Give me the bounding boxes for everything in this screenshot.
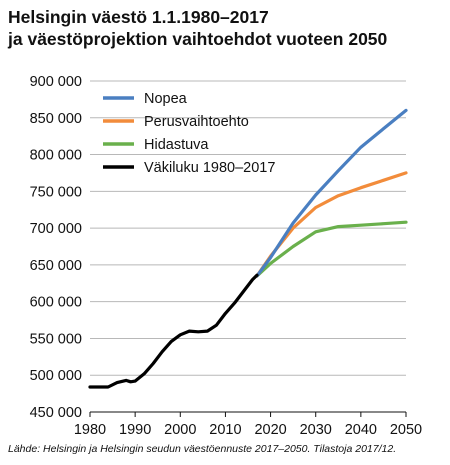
legend-label: Perusvaihtoehto — [144, 114, 249, 130]
y-tick-label: 700 000 — [30, 221, 82, 237]
legend-label: Nopea — [144, 91, 188, 107]
y-tick-label: 850 000 — [30, 111, 82, 127]
x-tick-label: 1980 — [74, 422, 106, 438]
legend-label: Hidastuva — [144, 137, 209, 153]
y-tick-label: 800 000 — [30, 148, 82, 164]
x-axis-ticks: 1980 1990 2000 2010 2020 2030 2040 2050 — [74, 412, 422, 438]
x-tick-label: 2030 — [300, 422, 332, 438]
series-line-0 — [255, 108, 408, 278]
x-tick-label: 1990 — [119, 422, 151, 438]
source-note: Lähde: Helsingin ja Helsingin seudun väe… — [8, 443, 397, 455]
chart-title-line-1: Helsingin väestö 1.1.1980–2017 — [8, 7, 269, 27]
legend: Nopea Perusvaihtoehto Hidastuva Väkiluku 19… — [103, 91, 275, 176]
y-tick-label: 550 000 — [30, 331, 82, 347]
y-tick-label: 900 000 — [30, 74, 82, 90]
series-lines — [88, 108, 408, 389]
x-tick-label: 2020 — [254, 422, 286, 438]
y-axis-ticks: 450 000 500 000 550 000 600 000 650 000 700 0… — [30, 74, 82, 421]
x-tick-label: 2000 — [164, 422, 196, 438]
y-tick-label: 750 000 — [30, 184, 82, 200]
y-tick-label: 500 000 — [30, 368, 82, 384]
x-tick-label: 2050 — [390, 422, 422, 438]
legend-label: Väkiluku 1980–2017 — [144, 160, 275, 176]
chart-title: Helsingin väestö 1.1.1980–2017 ja väestö… — [8, 6, 448, 50]
series-line-3 — [88, 273, 259, 389]
x-tick-label: 2010 — [209, 422, 241, 438]
series-line-2 — [255, 220, 408, 278]
y-tick-label: 600 000 — [30, 295, 82, 311]
y-tick-label: 650 000 — [30, 258, 82, 274]
chart-title-line-2: ja väestöprojektion vaihtoehdot vuoteen … — [8, 29, 388, 49]
y-tick-label: 450 000 — [30, 405, 82, 421]
x-tick-label: 2040 — [345, 422, 377, 438]
grid-lines — [90, 80, 406, 413]
